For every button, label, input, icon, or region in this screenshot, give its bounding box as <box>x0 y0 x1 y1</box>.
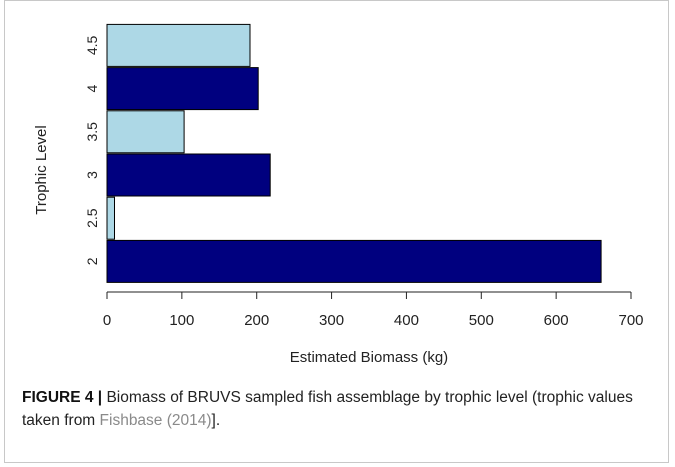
bar-trophic-4 <box>106 67 259 111</box>
x-tick-label: 600 <box>544 312 569 329</box>
x-tick-label: 300 <box>319 312 344 329</box>
y-axis-label: Trophic Level <box>33 125 50 215</box>
bars-group <box>106 23 602 283</box>
y-axis: 2 2.5 3 3.5 4 4.5 <box>84 35 100 265</box>
y-tick-label: 3.5 <box>84 122 100 142</box>
x-tick-label: 400 <box>394 312 419 329</box>
figure-frame <box>4 0 669 463</box>
y-tick-label: 3 <box>84 171 100 179</box>
bar-trophic-2 <box>106 239 602 283</box>
x-tick-label: 200 <box>244 312 269 329</box>
bar-trophic-2-5 <box>106 196 115 240</box>
figure-caption: FIGURE 4 | Biomass of BRUVS sampled fish… <box>22 386 652 432</box>
x-tick-label: 500 <box>469 312 494 329</box>
citation-link[interactable]: Fishbase (2014) <box>99 412 212 429</box>
x-axis-label: Estimated Biomass (kg) <box>290 349 448 366</box>
x-tick-label: 100 <box>169 312 194 329</box>
bar-trophic-3 <box>106 153 271 197</box>
bar-trophic-3-5 <box>106 110 185 154</box>
x-axis: 0 100 200 300 400 500 600 700 <box>103 291 644 329</box>
y-tick-label: 4 <box>84 84 100 92</box>
x-tick-label: 0 <box>103 312 111 329</box>
y-tick-label: 2.5 <box>84 208 100 228</box>
figure-label: FIGURE 4 | <box>22 389 103 406</box>
y-tick-label: 2 <box>84 257 100 265</box>
x-tick-label: 700 <box>618 312 643 329</box>
bar-trophic-4-5 <box>106 23 251 67</box>
caption-text: Biomass of BRUVS sampled fish assemblage… <box>22 389 633 429</box>
y-tick-label: 4.5 <box>84 35 100 55</box>
caption-end: ]. <box>211 412 221 429</box>
bar-chart: 2 2.5 3 3.5 4 4.5 0 100 200 300 400 500 600 700 Esti… <box>33 23 644 366</box>
